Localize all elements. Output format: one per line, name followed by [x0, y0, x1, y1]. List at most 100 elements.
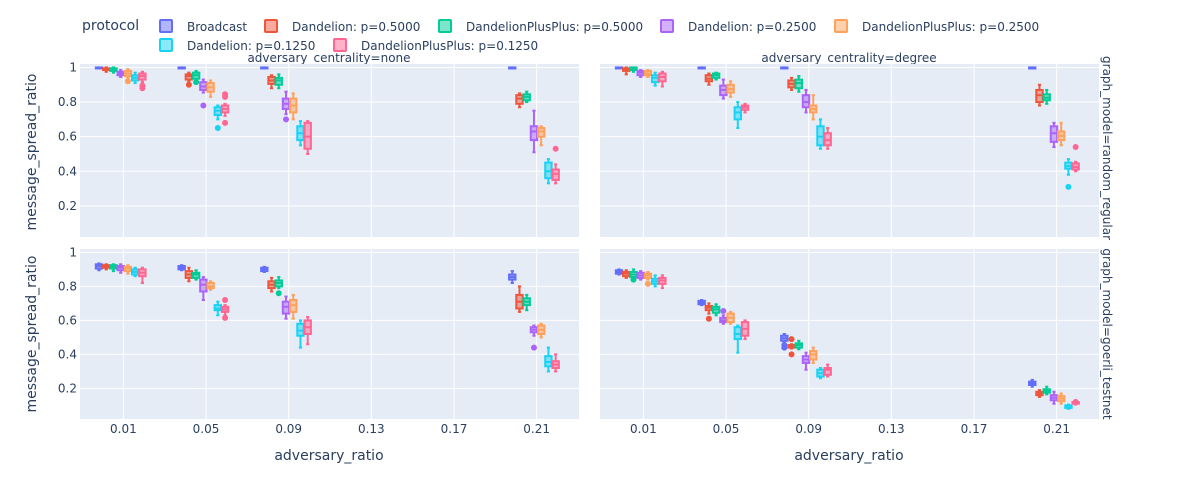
box-series-5 [733, 101, 743, 130]
box-series-0 [780, 333, 789, 351]
box-outlier [185, 81, 192, 88]
box-outlier [222, 119, 229, 126]
x-tick-label: 0.05 [193, 422, 220, 436]
legend-title: protocol [82, 18, 139, 34]
box-series-2 [711, 71, 721, 81]
box-series-0 [697, 66, 706, 70]
box-series-6 [551, 145, 560, 185]
box-outlier [283, 116, 290, 123]
box-series-2 [629, 268, 638, 283]
box-series-1 [1035, 389, 1044, 398]
box-series-0 [177, 66, 186, 70]
box-series-3 [116, 69, 125, 78]
box-series-6 [138, 70, 147, 92]
legend-item[interactable]: DandelionPlusPlus: p=0.5000 [438, 19, 643, 34]
facet-row-label-random-regular: graph_model=random_regular [1100, 56, 1114, 240]
box-outlier [193, 79, 200, 86]
y-axis-title-top: message_spread_ratio [24, 74, 40, 231]
box-series-2 [794, 75, 803, 93]
box-series-4 [206, 79, 215, 98]
box-iqr[interactable] [823, 367, 832, 376]
box-series-4 [123, 68, 133, 85]
facet-row-label-goerli-testnet: graph_model=goerli_testnet [1100, 248, 1114, 420]
y-tick-label: 0.2 [58, 381, 77, 395]
legend-item[interactable]: Dandelion: p=0.1250 [159, 38, 315, 53]
box-series-6 [823, 127, 832, 150]
box-series-2 [711, 303, 721, 317]
legend-swatch [660, 19, 674, 33]
box-outlier [222, 314, 229, 321]
facet-col-label-degree: adversary_centrality=degree [761, 51, 936, 65]
box-outlier [275, 290, 282, 297]
box-series-2 [191, 69, 201, 86]
box-series-5 [1064, 158, 1073, 190]
box-series-4 [809, 94, 818, 121]
box-series-6 [658, 274, 667, 290]
legend-item[interactable]: Dandelion: p=0.5000 [264, 19, 420, 34]
box-series-1 [1035, 83, 1044, 107]
box-iqr[interactable] [529, 125, 539, 142]
box-series-2 [629, 66, 638, 73]
box-series-4 [536, 125, 546, 147]
legend-item[interactable]: DandelionPlusPlus: p=0.1250 [333, 38, 538, 53]
box-outlier [630, 276, 637, 283]
plot-background [80, 249, 579, 419]
plot-background [600, 249, 1099, 419]
y-tick-label: 0.2 [58, 199, 77, 213]
box-series-5 [650, 274, 660, 288]
legend-item-label: DandelionPlusPlus: p=0.1250 [361, 39, 538, 53]
box-series-6 [138, 266, 147, 284]
x-tick-label: 0.01 [110, 422, 137, 436]
y-tick-label: 0.4 [58, 164, 77, 178]
x-tick-label: 0.17 [961, 422, 988, 436]
box-series-2 [522, 90, 531, 104]
box-series-0 [94, 66, 104, 70]
y-tick-label: 0.6 [58, 130, 77, 144]
legend-item[interactable]: Dandelion: p=0.2500 [660, 19, 816, 34]
box-series-0 [697, 299, 706, 307]
plot-background [600, 64, 1099, 237]
box-series-2 [1042, 385, 1051, 396]
box-series-4 [289, 293, 298, 320]
legend-item-label: Dandelion: p=0.2500 [688, 20, 816, 34]
box-series-2 [109, 66, 118, 74]
box-series-0 [508, 270, 517, 284]
box-series-3 [529, 109, 539, 154]
box-series-4 [643, 270, 653, 287]
box-series-2 [522, 293, 531, 312]
box-outlier [1072, 144, 1079, 151]
box-series-6 [303, 120, 312, 155]
box-outlier [214, 125, 221, 132]
box-series-3 [801, 88, 811, 114]
box-series-0 [177, 264, 186, 272]
box-series-0 [260, 66, 269, 70]
legend-item[interactable]: DandelionPlusPlus: p=0.2500 [834, 19, 1039, 34]
x-tick-label: 0.01 [630, 422, 657, 436]
box-series-6 [658, 70, 667, 88]
legend-item-label: Dandelion: p=0.1250 [187, 39, 315, 53]
facet-panel: 0.2 0.4 0.6 0.8 1 [58, 60, 579, 237]
box-series-4 [123, 264, 133, 275]
x-tick-label: 0.05 [713, 422, 740, 436]
box-series-1 [515, 92, 524, 109]
y-tick-label: 0.4 [58, 347, 77, 361]
box-series-4 [1056, 121, 1066, 147]
box-outlier [222, 93, 229, 100]
box-outlier [1072, 399, 1079, 405]
box-series-5 [544, 346, 553, 373]
box-outlier [788, 351, 795, 358]
box-outlier [124, 78, 131, 85]
box-series-0 [508, 66, 517, 70]
box-series-0 [614, 268, 624, 276]
y-tick-label: 1 [69, 245, 77, 259]
box-series-6 [740, 319, 750, 341]
legend-item[interactable]: Broadcast [159, 19, 247, 34]
box-series-0 [260, 265, 269, 273]
box-outlier [644, 280, 651, 287]
legend-swatch [159, 38, 173, 52]
y-tick-label: 1 [69, 60, 77, 74]
box-series-3 [116, 263, 125, 274]
box-series-1 [787, 76, 796, 91]
x-tick-label: 0.09 [795, 422, 822, 436]
box-series-6 [823, 363, 832, 378]
